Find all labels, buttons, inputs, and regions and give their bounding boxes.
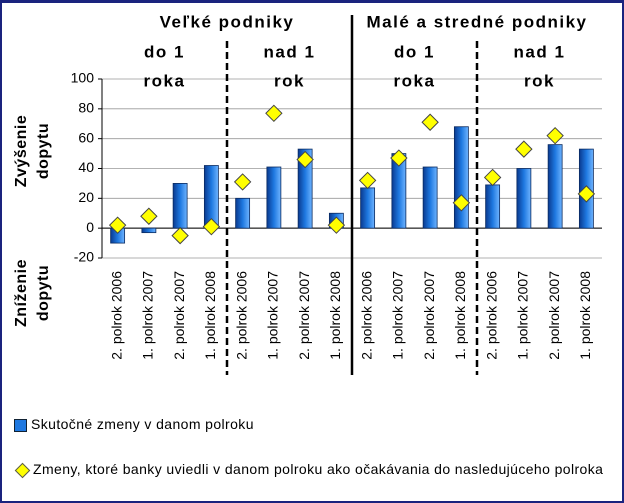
- legend-label: Skutočné zmeny v danom polroku: [31, 416, 254, 432]
- diamond-marker: [515, 140, 533, 158]
- y-axis-label: dopytu: [35, 265, 52, 321]
- bar: [453, 126, 469, 229]
- y-tick-label: -20: [74, 249, 94, 265]
- diamond-marker: [108, 216, 127, 234]
- x-tick-label: 1. polrok 2007: [515, 271, 531, 360]
- bar: [547, 144, 563, 229]
- bar: [172, 183, 188, 229]
- x-tick-label: 2. polrok 2007: [421, 271, 437, 360]
- x-tick-label: 1. polrok 2008: [202, 271, 218, 360]
- x-tick-label: 2. polrok 2007: [546, 271, 562, 360]
- x-tick-label: 2. polrok 2006: [108, 271, 124, 360]
- x-tick-label: 1. polrok 2008: [452, 271, 468, 360]
- bar: [360, 187, 376, 229]
- subgroup-label: rok: [274, 71, 305, 90]
- diamond-marker: [233, 173, 252, 191]
- subgroup-label: roka: [394, 71, 436, 90]
- legend-swatch: [14, 418, 27, 432]
- bar: [516, 168, 532, 229]
- x-tick-label: 2. polrok 2006: [358, 271, 374, 360]
- x-tick-label: 1. polrok 2007: [140, 271, 156, 360]
- bar: [297, 148, 313, 229]
- y-tick-label: 40: [78, 159, 94, 175]
- subgroup-label: rok: [524, 71, 555, 90]
- bar: [266, 166, 282, 229]
- legend-label: Zmeny, ktoré banky uviedli v danom polro…: [33, 461, 604, 477]
- x-tick-label: 1. polrok 2008: [577, 271, 593, 360]
- y-tick-label: 20: [78, 189, 94, 205]
- subgroup-label: do 1: [394, 42, 435, 61]
- legend-entry: Zmeny, ktoré banky uviedli v danom polro…: [14, 460, 604, 479]
- bar: [141, 227, 157, 234]
- bar: [235, 197, 251, 229]
- diamond-marker: [140, 207, 158, 225]
- x-tick-label: 2. polrok 2007: [171, 271, 187, 360]
- x-tick-label: 1. polrok 2007: [265, 271, 281, 360]
- legend-entry: Skutočné zmeny v danom polroku: [14, 415, 604, 434]
- group-label: Malé a stredné podniky: [367, 12, 588, 31]
- diamond-marker: [358, 171, 377, 190]
- diamond-marker: [202, 217, 221, 236]
- diamond-marker: [452, 194, 471, 212]
- subgroup-label: nad 1: [514, 42, 566, 61]
- subgroup-label: do 1: [144, 42, 185, 61]
- y-tick-label: 0: [86, 219, 94, 235]
- y-tick-label: 100: [71, 70, 95, 86]
- y-axis-label: Zvýšenie: [13, 115, 30, 187]
- diamond-marker: [327, 216, 346, 234]
- diamond-marker: [171, 226, 189, 245]
- x-tick-label: 2. polrok 2006: [483, 271, 499, 360]
- diamond-marker: [483, 168, 502, 187]
- group-label: Veľké podniky: [160, 12, 295, 31]
- subgroup-label: roka: [144, 71, 186, 90]
- legend-swatch: [14, 462, 31, 479]
- diamond-marker: [296, 150, 314, 169]
- y-axis-label: Zníženie: [13, 259, 30, 327]
- x-tick-label: 2. polrok 2006: [233, 271, 249, 360]
- x-tick-label: 1. polrok 2007: [390, 271, 406, 360]
- y-axis-label: dopytu: [35, 123, 52, 179]
- x-tick-label: 1. polrok 2008: [327, 271, 343, 360]
- bar: [422, 166, 438, 229]
- bar: [485, 184, 501, 229]
- y-tick-label: 80: [78, 100, 94, 116]
- y-tick-label: 60: [78, 129, 94, 145]
- chart: -20 0 20 40 60 80 100 Zvýšenie dopytu Zníženie dop…: [13, 12, 602, 375]
- diamond-marker: [265, 104, 283, 123]
- diamond-marker: [390, 149, 408, 167]
- diamond-marker: [546, 126, 564, 145]
- subgroup-label: nad 1: [264, 42, 316, 61]
- diamond-marker: [577, 185, 596, 203]
- x-tick-label: 2. polrok 2007: [296, 271, 312, 360]
- diamond-marker: [421, 113, 439, 131]
